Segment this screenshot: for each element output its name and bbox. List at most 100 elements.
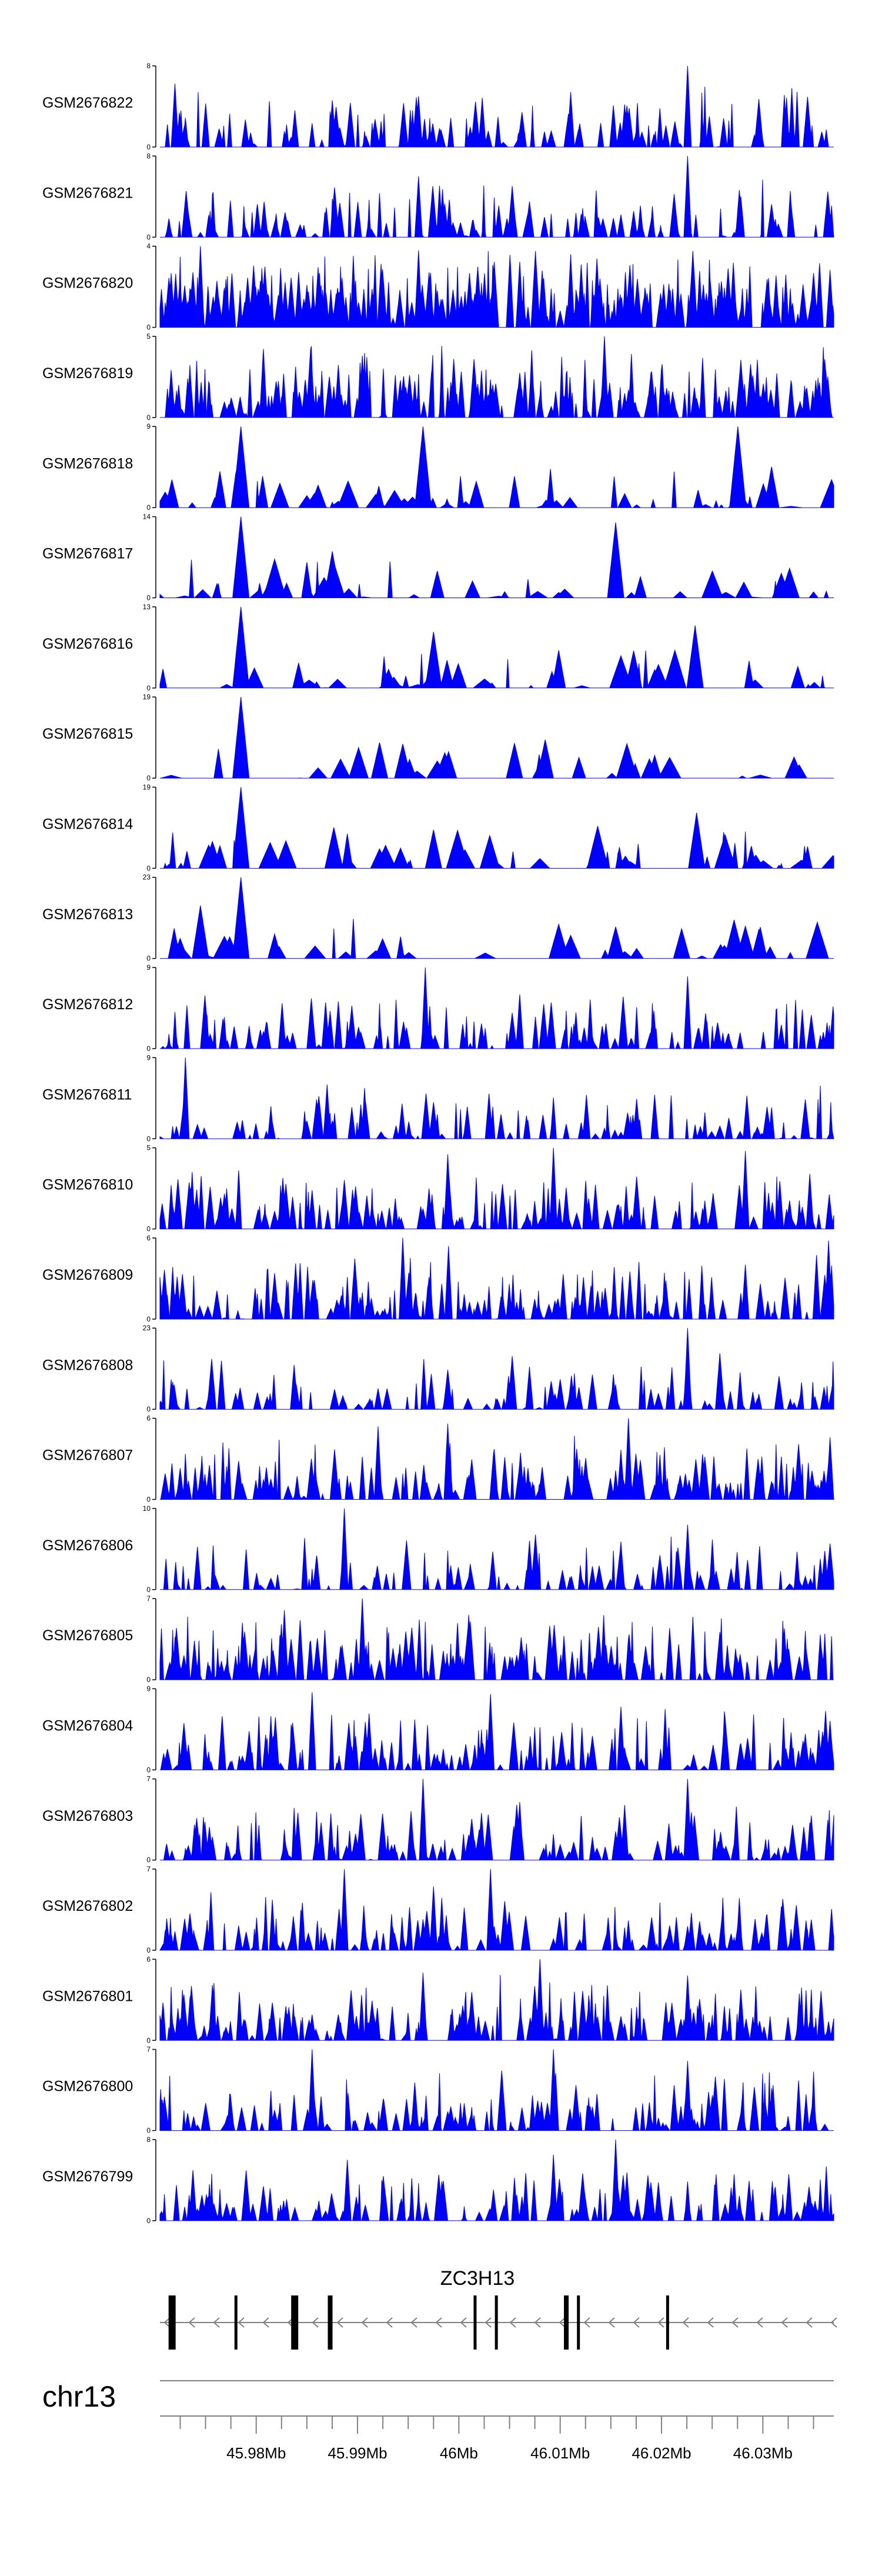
- y-min-label: 0: [146, 2217, 151, 2225]
- y-min-label: 0: [146, 1405, 151, 1413]
- coverage-area: [160, 1418, 834, 1500]
- coverage-area: [159, 426, 834, 508]
- y-max-label: 19: [143, 693, 151, 701]
- track-label: GSM2676810: [42, 1177, 133, 1193]
- y-max-label: 7: [146, 1594, 151, 1603]
- y-max-label: 8: [146, 152, 151, 160]
- strand-arrow: [756, 2317, 763, 2328]
- y-min-label: 0: [146, 864, 151, 872]
- y-max-label: 4: [146, 242, 151, 251]
- coverage-track: GSM2676812 9 0: [42, 963, 834, 1053]
- exon: [473, 2295, 477, 2350]
- y-max-label: 7: [146, 2046, 151, 2054]
- y-max-label: 8: [146, 62, 151, 70]
- y-max-label: 19: [143, 783, 151, 791]
- strand-arrow: [559, 2317, 566, 2328]
- coverage-track: GSM2676814 19 0: [42, 783, 834, 872]
- y-min-label: 0: [146, 1676, 151, 1684]
- coverage-track: GSM2676805 7 0: [42, 1594, 834, 1684]
- track-label: GSM2676805: [42, 1627, 133, 1644]
- y-max-label: 7: [146, 1775, 151, 1783]
- exon: [666, 2295, 669, 2350]
- y-max-label: 6: [146, 1955, 151, 1963]
- axis-tick-label: 45.99Mb: [328, 2444, 387, 2462]
- y-min-label: 0: [146, 1045, 151, 1053]
- y-max-label: 5: [146, 332, 151, 341]
- coverage-area: [159, 1057, 834, 1140]
- coverage-track: GSM2676804 9 0: [42, 1684, 834, 1774]
- track-label: GSM2676802: [42, 1898, 133, 1914]
- strand-arrow: [485, 2317, 492, 2328]
- strand-arrow: [707, 2317, 714, 2328]
- track-label: GSM2676822: [42, 95, 133, 111]
- coverage-area: [159, 1328, 834, 1410]
- coverage-area: [160, 1778, 834, 1861]
- y-min-label: 0: [146, 323, 151, 332]
- coverage-track: GSM2676816 13 0: [42, 603, 834, 692]
- track-label: GSM2676809: [42, 1267, 133, 1283]
- track-label: GSM2676816: [42, 636, 133, 652]
- y-min-label: 0: [146, 1496, 151, 1504]
- y-max-label: 10: [143, 1504, 151, 1513]
- coverage-track: GSM2676799 8 0: [42, 2135, 834, 2225]
- y-min-label: 0: [146, 1946, 151, 1954]
- strand-arrow: [781, 2317, 788, 2328]
- strand-arrow: [830, 2317, 837, 2328]
- coverage-track: GSM2676818 9 0: [42, 422, 834, 512]
- track-label: GSM2676819: [42, 365, 133, 382]
- coverage-track: GSM2676800 7 0: [42, 2046, 834, 2135]
- y-min-label: 0: [146, 413, 151, 422]
- coverage-area: [160, 967, 834, 1050]
- track-label: GSM2676815: [42, 726, 133, 742]
- coverage-area: [160, 1508, 834, 1591]
- strand-arrow: [238, 2317, 245, 2328]
- y-max-label: 23: [143, 873, 151, 882]
- axis-tick-label: 46.03Mb: [733, 2444, 793, 2462]
- track-label: GSM2676806: [42, 1537, 133, 1554]
- coverage-track: GSM2676801 6 0: [42, 1955, 834, 2044]
- exon: [577, 2295, 580, 2350]
- y-min-label: 0: [146, 594, 151, 602]
- track-label: GSM2676821: [42, 185, 133, 201]
- track-label: GSM2676799: [42, 2168, 133, 2185]
- coverage-track: GSM2676811 9 0: [42, 1053, 834, 1143]
- y-min-label: 0: [146, 1315, 151, 1323]
- exon: [168, 2295, 176, 2350]
- strand-arrow: [608, 2317, 615, 2328]
- chromosome-label: chr13: [42, 2380, 116, 2413]
- y-max-label: 9: [146, 963, 151, 972]
- y-max-label: 9: [146, 1684, 151, 1693]
- strand-arrow: [188, 2317, 195, 2328]
- coverage-track: GSM2676807 6 0: [42, 1414, 834, 1504]
- coverage-area: [159, 246, 834, 328]
- coverage-track: GSM2676820 4 0: [42, 242, 834, 332]
- coverage-track: GSM2676819 5 0: [42, 332, 834, 422]
- strand-arrow: [262, 2317, 269, 2328]
- strand-arrow: [312, 2317, 319, 2328]
- strand-arrow: [534, 2317, 541, 2328]
- track-label: GSM2676814: [42, 816, 133, 833]
- strand-arrow: [583, 2317, 590, 2328]
- coverage-tracks: GSM267682280GSM267682180GSM267682040GSM2…: [42, 62, 834, 2225]
- coverage-area: [160, 336, 834, 418]
- coverage-area: [159, 1599, 834, 1681]
- strand-arrow: [806, 2317, 813, 2328]
- coverage-area: [159, 516, 834, 599]
- coverage-area: [160, 697, 834, 779]
- y-min-label: 0: [146, 955, 151, 963]
- coverage-area: [160, 1692, 834, 1771]
- axis-tick-label: 46.01Mb: [530, 2444, 590, 2462]
- coverage-area: [159, 1868, 834, 1951]
- coverage-track: GSM2676806 10 0: [42, 1504, 834, 1594]
- strand-arrow: [410, 2317, 417, 2328]
- coverage-track: GSM2676808 23 0: [42, 1324, 834, 1413]
- y-max-label: 14: [143, 513, 151, 521]
- exon: [495, 2295, 498, 2350]
- strand-arrow: [509, 2317, 516, 2328]
- strand-arrow: [213, 2317, 220, 2328]
- track-label: GSM2676804: [42, 1718, 133, 1734]
- strand-arrow: [336, 2317, 343, 2328]
- strand-arrow: [460, 2317, 467, 2328]
- gene-track: ZC3H13: [160, 2267, 837, 2350]
